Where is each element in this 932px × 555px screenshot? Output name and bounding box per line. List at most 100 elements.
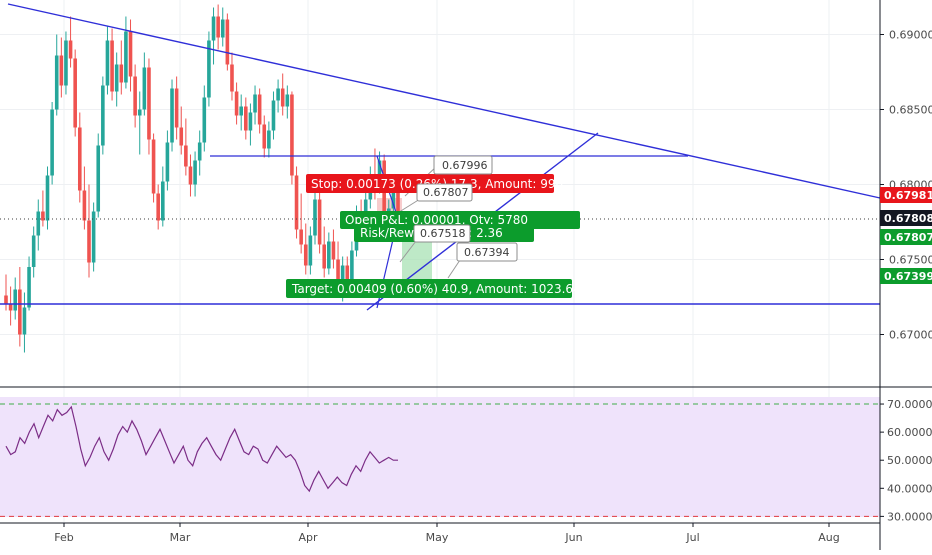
candle-body (110, 40, 114, 92)
candle-body (299, 229, 303, 245)
candle-body (262, 124, 267, 149)
candle-body (91, 211, 96, 263)
price-tag-bg (880, 229, 932, 245)
candle (211, 7, 216, 65)
candle-body (68, 40, 73, 59)
candle (105, 25, 110, 95)
candle (220, 7, 225, 47)
candle-body (133, 76, 137, 116)
candle (239, 94, 243, 131)
candle-body (174, 88, 179, 128)
target-label-bg (286, 279, 572, 298)
candle (87, 184, 91, 278)
candle (73, 49, 77, 137)
candle-body (234, 91, 239, 116)
candle-body (230, 64, 234, 92)
candle-body (327, 241, 331, 269)
candle (45, 166, 50, 230)
open-pnl-label: Open P&L: 0.00001, Qty: 5780 (345, 213, 528, 227)
candle-body (239, 106, 243, 116)
candle-body (124, 31, 128, 83)
candle (54, 34, 59, 116)
candle (184, 118, 188, 176)
candle (290, 91, 294, 185)
candle-body (137, 109, 142, 116)
candle (294, 166, 299, 239)
candle-body (105, 40, 110, 86)
price-tick-label: 0.67500 (889, 254, 932, 267)
callout-box-4 (456, 242, 518, 262)
candle (77, 112, 82, 203)
candle (36, 199, 41, 251)
candle-body (87, 220, 91, 263)
candle-body (340, 265, 345, 281)
candle-body (207, 40, 211, 98)
time-tick-label: Jul (685, 531, 699, 544)
candle-body (59, 55, 64, 86)
candle (8, 286, 13, 326)
candle-body (267, 130, 271, 149)
descending-trendline[interactable] (7, 3, 881, 199)
candle-body (96, 145, 101, 212)
price-tag-bg (880, 210, 932, 226)
candle-body (290, 94, 294, 176)
time-axis[interactable]: Feb Mar Apr May Jun Jul Aug (54, 523, 840, 544)
candle (119, 40, 124, 95)
candle (234, 82, 239, 125)
candle (271, 91, 276, 140)
candle (248, 103, 253, 146)
candle (142, 52, 147, 116)
candle-body (128, 31, 133, 77)
candle (327, 232, 331, 275)
rsi-axis[interactable]: 70.0000 60.0000 50.0000 40.0000 30.0000 (880, 398, 932, 523)
time-tick-label: Jun (564, 531, 582, 544)
candle (299, 193, 303, 254)
candle (257, 88, 262, 134)
candle-body (4, 295, 8, 305)
candle (202, 85, 207, 152)
rsi-tick-label: 40.0000 (887, 482, 932, 495)
candle (137, 91, 142, 155)
rsi-tick-label: 30.0000 (887, 510, 932, 523)
candle-body (225, 19, 230, 65)
callout-box-2 (416, 183, 473, 202)
price-callout-3: 0.67518 (420, 227, 466, 240)
rsi-tick-label: 50.0000 (887, 454, 932, 467)
candle-body (391, 184, 396, 209)
candle-body (345, 265, 350, 287)
candle-body (64, 40, 68, 86)
candle (225, 13, 230, 71)
candle (68, 16, 73, 68)
candle (280, 73, 285, 116)
candle (170, 79, 174, 152)
candle (207, 31, 211, 107)
candle-body (8, 304, 13, 311)
candle-body (317, 199, 322, 245)
price-tick-label: 0.67000 (889, 329, 932, 342)
time-tick-label: Feb (54, 531, 73, 544)
candle (244, 97, 248, 140)
candle-body (294, 175, 299, 230)
candle-body (216, 16, 220, 38)
candle (151, 133, 156, 203)
candle (147, 58, 151, 155)
candle-body (308, 235, 313, 266)
candle-body (322, 244, 327, 269)
candlestick-series (4, 4, 400, 353)
time-tick-label: Apr (298, 531, 318, 544)
candle-body (45, 175, 50, 221)
candle (4, 274, 8, 311)
candle (96, 133, 101, 218)
candle (124, 16, 128, 89)
candle-body (156, 193, 160, 221)
rsi-line (5, 405, 398, 493)
candle-body (73, 58, 77, 128)
candle-body (331, 241, 336, 260)
candle-body (36, 211, 41, 236)
rsi-tick-label: 70.0000 (887, 398, 932, 411)
target-label: Target: 0.00409 (0.60%) 40.9, Amount: 10… (291, 282, 581, 296)
time-tick-label: May (426, 531, 449, 544)
candle (193, 151, 197, 197)
